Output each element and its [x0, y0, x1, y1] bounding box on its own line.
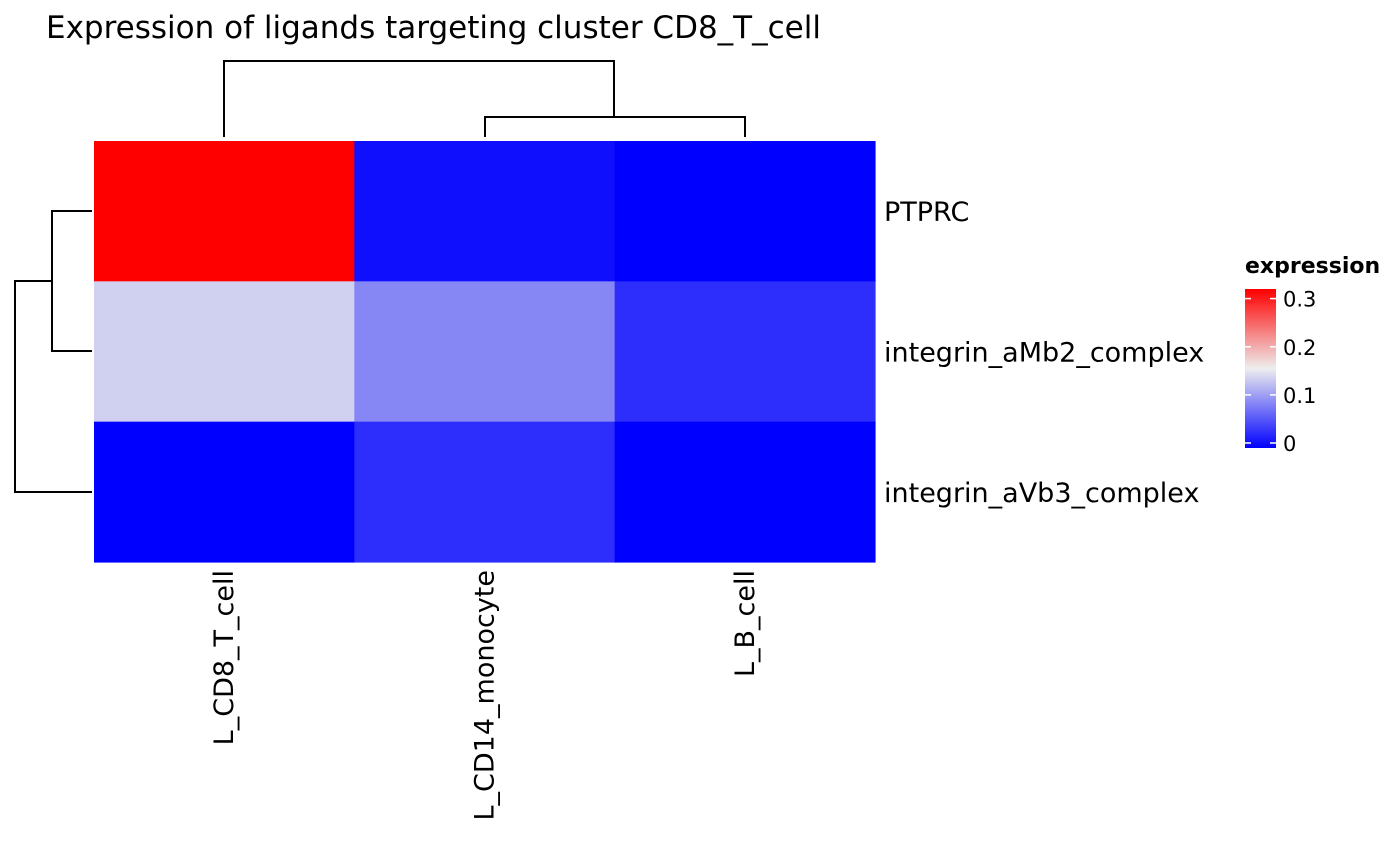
- row-labels: PTPRC integrin_aMb2_complex integrin_aVb3_…: [884, 197, 1204, 509]
- heatmap-cell: [94, 281, 355, 423]
- column-label: L_CD8_T_cell: [209, 570, 240, 745]
- column-label: L_CD14_monocyte: [470, 570, 501, 821]
- legend-ticks: 0 0.1 0.2 0.3: [1245, 288, 1316, 456]
- legend-color-bar: [1245, 289, 1276, 448]
- column-dendrogram: [223, 60, 746, 137]
- heatmap-cell: [94, 421, 355, 563]
- legend-tick-label: 0.2: [1283, 336, 1316, 360]
- dendrograms: [14, 60, 746, 493]
- heatmap-cell: [354, 421, 616, 563]
- heatmap-cell: [354, 281, 616, 423]
- legend-title: expression: [1245, 254, 1380, 279]
- row-label: PTPRC: [884, 197, 969, 228]
- row-label: integrin_aVb3_complex: [884, 478, 1199, 509]
- color-legend: expression 0 0.1 0.2 0.3: [1245, 254, 1380, 456]
- heatmap-cells: [94, 141, 876, 563]
- heatmap-cell: [94, 141, 355, 282]
- row-label: integrin_aMb2_complex: [884, 338, 1204, 369]
- heatmap-cell: [614, 141, 876, 282]
- heatmap-cell: [354, 141, 616, 282]
- legend-tick-label: 0.1: [1283, 384, 1316, 408]
- heatmap-cell: [614, 421, 876, 563]
- column-labels: L_CD8_T_cell L_CD14_monocyte L_B_cell: [209, 570, 761, 821]
- heatmap-cell: [614, 281, 876, 423]
- column-label: L_B_cell: [730, 570, 761, 677]
- row-dendrogram: [14, 210, 92, 493]
- legend-tick-label: 0: [1283, 432, 1296, 456]
- legend-tick-label: 0.3: [1283, 288, 1316, 312]
- chart-title: Expression of ligands targeting cluster …: [46, 10, 821, 46]
